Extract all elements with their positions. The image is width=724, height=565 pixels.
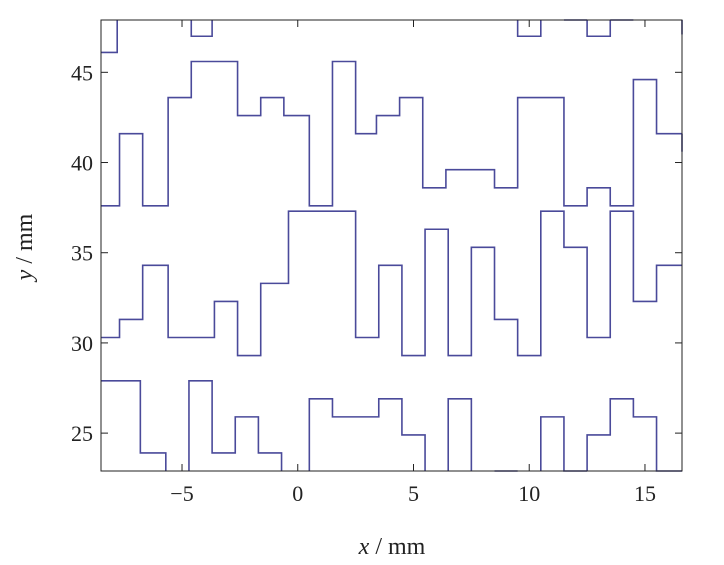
series-line-4 — [516, 20, 542, 38]
series-line-11 — [101, 379, 167, 471]
series-line-3 — [101, 60, 682, 207]
x-tick-label: −5 — [170, 481, 193, 506]
x-axis-ticks: −5 0 5 10 15 — [170, 20, 656, 506]
series-line-17 — [586, 398, 682, 472]
x-tick-label: 5 — [408, 481, 419, 506]
y-axis-ticks: 25 30 35 40 45 — [71, 60, 682, 446]
x-tick-label: 0 — [292, 481, 303, 506]
series-line-14 — [447, 398, 473, 471]
series-line-2 — [190, 20, 213, 38]
y-tick-label: 35 — [71, 241, 93, 266]
series-line-10 — [101, 210, 682, 357]
series-layer — [101, 19, 683, 472]
series-line-1 — [101, 20, 118, 54]
y-tick-label: 40 — [71, 151, 93, 176]
series-line-12 — [188, 379, 283, 471]
y-tick-label: 25 — [71, 421, 93, 446]
y-axis-label: y / mm — [12, 213, 38, 282]
y-tick-label: 30 — [71, 331, 93, 356]
plot-frame — [100, 19, 683, 472]
x-tick-label: 10 — [518, 481, 540, 506]
series-line-16 — [539, 416, 588, 472]
x-tick-label: 15 — [634, 481, 656, 506]
x-axis-label: x / mm — [358, 534, 426, 560]
y-tick-label: 45 — [71, 60, 93, 85]
series-line-6 — [586, 20, 612, 38]
series-line-13 — [308, 398, 426, 471]
